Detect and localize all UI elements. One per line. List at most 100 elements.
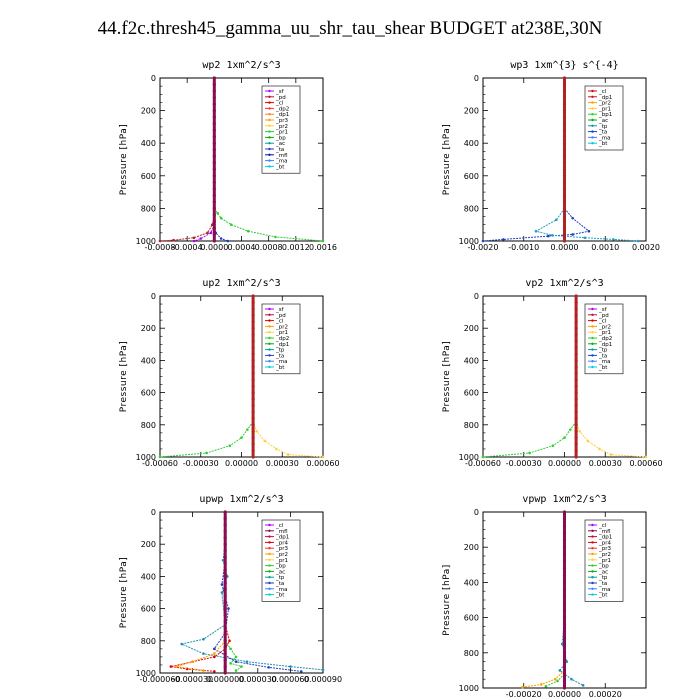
- legend-entry: _ma: [275, 359, 287, 365]
- legend-entry: _dp1: [275, 112, 289, 118]
- data-point: [251, 307, 255, 311]
- x-tick-label: -0.0020: [468, 243, 499, 252]
- y-tick-label: 600: [464, 614, 479, 623]
- data-point: [212, 128, 216, 132]
- data-point: [574, 448, 578, 453]
- legend-marker: [591, 113, 594, 116]
- data-point: [240, 436, 243, 439]
- legend-marker: [268, 547, 271, 550]
- data-point: [213, 670, 216, 673]
- data-point: [223, 600, 227, 604]
- data-point: [544, 684, 548, 688]
- y-tick-label: 1000: [459, 237, 479, 246]
- data-point: [550, 233, 554, 237]
- legend-marker: [268, 95, 271, 99]
- data-point: [223, 555, 227, 559]
- legend-marker: [591, 541, 594, 544]
- legend-marker: [591, 552, 594, 556]
- y-axis-label: Pressure [hPa]: [119, 557, 129, 629]
- legend-entry: _bt: [275, 365, 285, 371]
- y-tick-label: 800: [464, 649, 479, 658]
- y-tick-label: 0: [474, 292, 479, 301]
- data-point: [574, 345, 578, 350]
- chart-panel-0: wp2 1xm^2/s^3 Pressure [hPa] 0 200 400 600 800…: [119, 60, 337, 252]
- legend-entry: _ma: [598, 135, 610, 141]
- data-point: [226, 575, 229, 578]
- data-point: [223, 664, 227, 669]
- legend-marker: [268, 130, 271, 133]
- legend-marker: [268, 153, 271, 156]
- y-tick-label: 400: [141, 572, 156, 581]
- data-point: [223, 574, 227, 579]
- series-line-tp: [559, 617, 584, 686]
- data-point: [191, 660, 194, 664]
- legend-entry: _ma: [275, 587, 287, 593]
- legend-marker: [591, 523, 594, 527]
- y-tick-label: 400: [464, 356, 479, 365]
- legend-marker: [591, 319, 594, 322]
- legend-marker: [591, 130, 594, 133]
- legend-entry: _tp: [598, 575, 608, 581]
- data-point: [251, 345, 255, 350]
- data-point: [562, 232, 567, 237]
- series-line-sf: [193, 224, 215, 242]
- legend-marker: [268, 101, 271, 104]
- data-point: [158, 455, 162, 459]
- y-axis-label: Pressure [hPa]: [119, 341, 129, 413]
- data-point: [223, 619, 227, 624]
- y-axis-label: Pressure [hPa]: [442, 564, 452, 636]
- y-tick-label: 200: [464, 107, 479, 116]
- y-tick-label: 200: [141, 324, 156, 333]
- x-tick-label: 0.0010: [591, 243, 619, 252]
- data-point: [574, 429, 578, 433]
- x-tick-label: 0.00060: [306, 459, 339, 468]
- data-point: [251, 333, 255, 337]
- legend-marker: [268, 142, 271, 145]
- legend-entry: _sf: [275, 307, 285, 313]
- data-point: [220, 591, 224, 594]
- series-line-ta: [213, 560, 302, 672]
- data-point: [212, 219, 216, 224]
- data-point: [534, 229, 538, 233]
- x-tick-label: 0.000030: [239, 675, 277, 684]
- x-tick-label: 0.000000: [206, 675, 244, 684]
- data-point: [562, 608, 567, 613]
- legend-marker: [268, 313, 271, 316]
- data-point: [539, 683, 543, 686]
- data-point: [212, 213, 216, 217]
- data-point: [562, 128, 567, 132]
- data-point: [223, 658, 227, 662]
- legend-entry: _cl: [275, 101, 284, 107]
- legend-marker: [591, 325, 594, 328]
- data-point: [212, 239, 216, 243]
- legend-marker: [268, 331, 271, 334]
- data-point: [574, 423, 578, 427]
- data-point: [212, 135, 216, 139]
- data-point: [169, 665, 173, 668]
- data-point: [223, 671, 227, 675]
- data-point: [251, 352, 255, 356]
- data-point: [612, 238, 615, 241]
- legend-marker: [268, 165, 271, 168]
- legend-entry: _pd: [598, 313, 609, 319]
- legend-marker: [268, 365, 271, 369]
- legend-marker: [591, 124, 594, 128]
- data-point: [583, 236, 587, 240]
- data-point: [251, 339, 255, 343]
- data-point: [609, 453, 613, 456]
- x-tick-label: 0.00060: [629, 459, 662, 468]
- data-point: [263, 439, 267, 443]
- legend-marker: [591, 136, 594, 139]
- legend-entry: _ta: [275, 147, 284, 153]
- legend-entry: _tp: [275, 575, 285, 581]
- panel-title: wp3 1xm^{3} s^{-4}: [510, 60, 618, 71]
- data-point: [202, 669, 205, 672]
- data-point: [321, 455, 325, 459]
- data-point: [481, 239, 485, 243]
- data-point: [562, 206, 567, 210]
- data-point: [172, 238, 175, 242]
- panel-title: wp2 1xm^2/s^3: [202, 60, 280, 71]
- x-tick-label: -0.00060: [142, 459, 178, 468]
- legend-entry: _ac: [598, 118, 608, 124]
